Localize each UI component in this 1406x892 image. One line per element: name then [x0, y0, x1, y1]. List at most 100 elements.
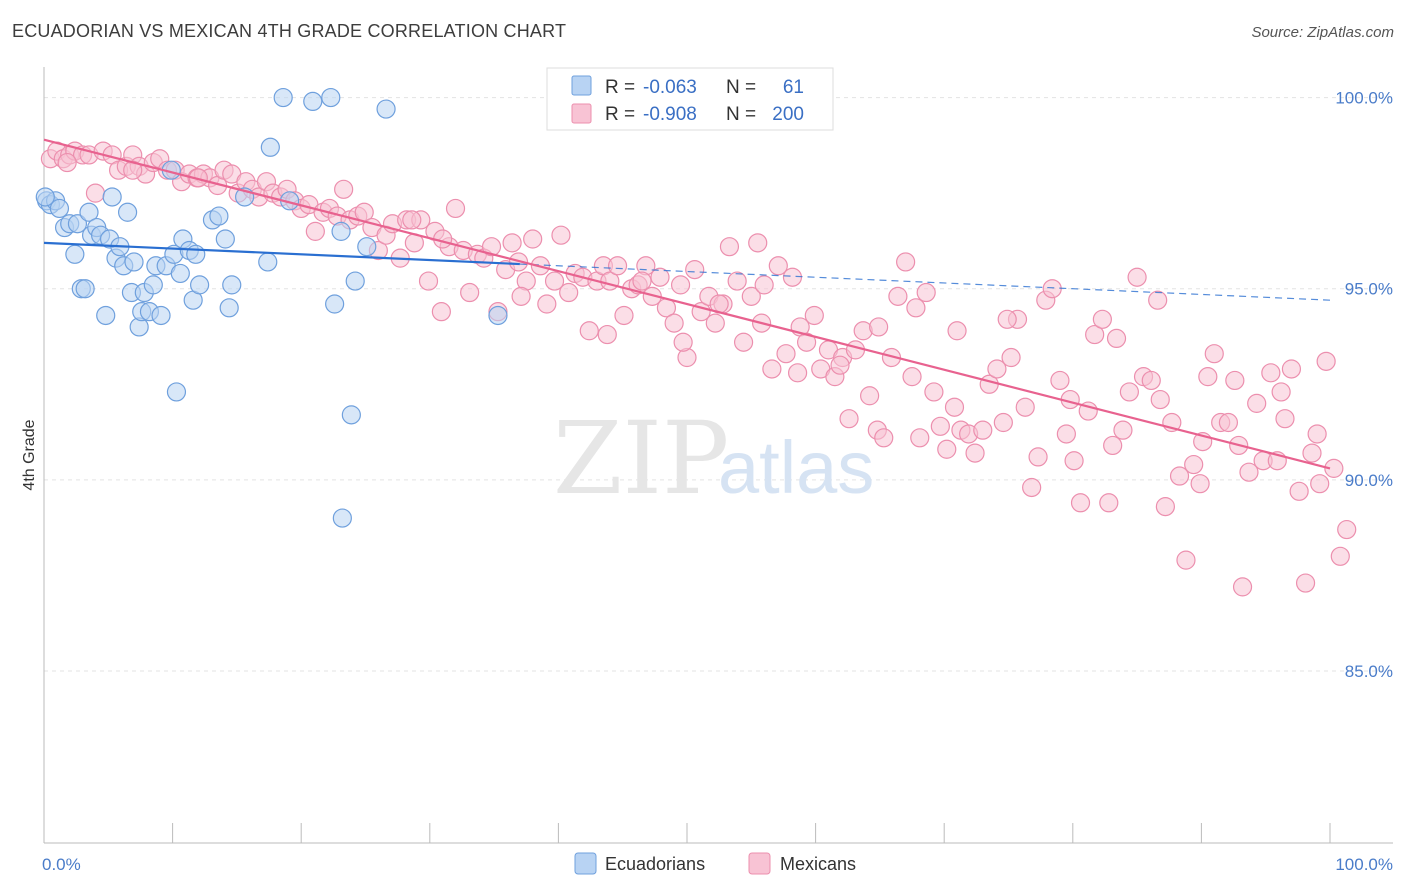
mexicans-point [973, 420, 993, 440]
mexicans-point [1247, 393, 1267, 413]
ecuadorians-point [215, 229, 235, 249]
mexicans-point [1275, 409, 1295, 429]
stats-legend-n-value-mexicans: 200 [772, 104, 804, 125]
ecuadorians-point [209, 206, 229, 226]
mexicans-point [1028, 447, 1048, 467]
mexicans-point [830, 355, 850, 375]
ecuadorians-point [96, 305, 116, 326]
ecuadorians-point [186, 244, 206, 264]
mexicans-point [874, 428, 894, 448]
mexicans-point [1092, 309, 1112, 329]
series-legend-label-ecuadorians: Ecuadorians [605, 854, 705, 874]
ecuadorians-point [331, 221, 351, 241]
mexicans-point [787, 363, 808, 383]
y-tick-label: 90.0% [1345, 471, 1393, 490]
mexicans-point [965, 443, 985, 463]
ecuadorians-point [222, 275, 242, 295]
mexicans-point [402, 210, 422, 230]
mexicans-point [650, 267, 670, 287]
mexicans-point [860, 386, 880, 406]
y-tick-labels: 85.0% 90.0% 95.0% 100.0% [1335, 89, 1393, 681]
mexicans-point [1330, 546, 1350, 566]
mexicans-point [664, 313, 684, 333]
mexicans-point [762, 359, 782, 379]
mexicans-point [1184, 454, 1204, 475]
mexicans-point [1218, 412, 1239, 433]
mexicans-point [1103, 435, 1123, 456]
mexicans-point [1169, 466, 1190, 486]
mexicans-point [748, 233, 768, 253]
mexicans-point [1099, 493, 1119, 513]
ecuadorians-point [35, 187, 55, 207]
mexicans-point [1232, 577, 1253, 597]
mexicans-point [85, 183, 106, 203]
mexicans-point [431, 302, 451, 322]
ecuadorians-point [357, 237, 377, 257]
mexicans-point [1281, 359, 1302, 379]
mexicans-point [1106, 328, 1127, 349]
chart-source: Source: ZipAtlas.com [1251, 24, 1394, 41]
ecuadorians-point [190, 275, 210, 295]
mexicans-points [40, 141, 1357, 597]
mexicans-point [719, 237, 740, 257]
mexicans-point [632, 271, 652, 291]
ecuadorians-trend-extension [519, 263, 1331, 301]
stats-legend: R = -0.063 N = 61 R = -0.908 N = 200 [546, 67, 834, 131]
mexicans-point [1056, 424, 1076, 444]
ecuadorians-point [303, 91, 323, 112]
mexicans-point [727, 271, 747, 291]
ecuadorians-point [65, 244, 85, 264]
mexicans-point [1225, 370, 1245, 391]
mexicans-point [579, 321, 599, 341]
mexicans-point [1204, 344, 1224, 364]
mexicans-point [1155, 497, 1175, 517]
watermark-atlas: atlas [718, 426, 874, 509]
mexicans-point [1150, 389, 1170, 410]
mexicans-point [1050, 370, 1070, 391]
chart-title: ECUADORIAN VS MEXICAN 4TH GRADE CORRELAT… [12, 21, 567, 41]
mexicans-point [896, 252, 916, 272]
series-legend-label-mexicans: Mexicans [780, 854, 856, 874]
mexicans-point [804, 305, 824, 326]
mexicans-point [673, 332, 693, 352]
stats-legend-box [546, 67, 834, 131]
mexicans-point [1148, 290, 1168, 310]
mexicans-point [305, 221, 325, 241]
ecuadorians-point [67, 214, 88, 234]
ecuadorians-point [321, 87, 341, 108]
series-legend-swatch-ecuadorians [574, 852, 597, 875]
mexicans-point [1042, 279, 1062, 299]
mexicans-point [1295, 573, 1316, 593]
mexicans-point [511, 286, 531, 306]
ecuadorians-point [102, 187, 122, 207]
mexicans-point [670, 275, 691, 295]
mexicans-point [1113, 420, 1133, 440]
mexicans-point [987, 359, 1007, 379]
stats-legend-n-label-mexicans: N = [726, 104, 761, 125]
mexicans-point [1289, 481, 1309, 501]
ecuadorians-point [219, 298, 239, 318]
mexicans-point [1302, 443, 1322, 463]
mexicans-point [733, 332, 754, 352]
ecuadorians-point [124, 252, 144, 272]
mexicans-point [947, 321, 967, 341]
ecuadorians-point [79, 202, 99, 222]
ecuadorians-point [258, 252, 278, 272]
mexicans-point [1316, 351, 1336, 371]
mexicans-point [1064, 451, 1084, 471]
mexicans-point [910, 428, 930, 448]
ecuadorians-point [325, 294, 345, 314]
mexicans-point [544, 271, 565, 291]
mexicans-point [334, 179, 354, 199]
mexicans-point [997, 309, 1017, 329]
mexicans-point [523, 229, 543, 249]
mexicans-point [1022, 477, 1042, 498]
mexicans-point [1176, 550, 1196, 570]
stats-legend-r-value-ecuadorians: -0.063 [643, 77, 697, 98]
mexicans-point [57, 152, 77, 173]
mexicans-point [1307, 424, 1327, 444]
mexicans-point [782, 267, 803, 287]
ecuadorians-point [345, 271, 365, 291]
mexicans-point [1001, 347, 1021, 368]
